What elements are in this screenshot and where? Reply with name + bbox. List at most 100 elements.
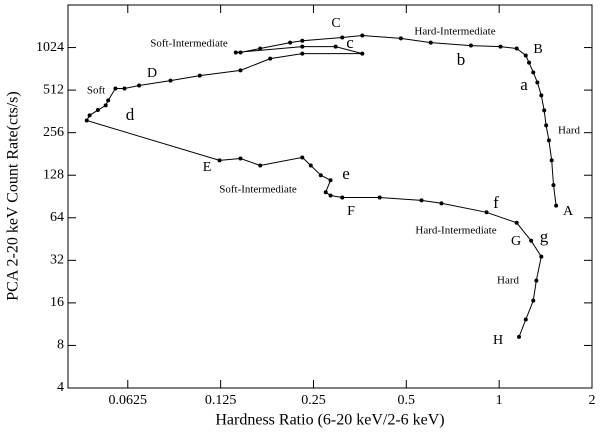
data-point [323, 190, 328, 195]
data-point [113, 86, 118, 91]
data-point [546, 138, 551, 143]
data-point [87, 113, 92, 118]
data-point [300, 155, 305, 160]
data-point [498, 44, 503, 49]
data-point [531, 70, 536, 75]
annotation: G [511, 234, 521, 249]
x-tick-label: 0.25 [301, 393, 326, 408]
x-tick-label: 0.0625 [109, 393, 148, 408]
x-tick-label: 1 [496, 393, 503, 408]
x-tick-label: 2 [589, 393, 596, 408]
annotation: a [520, 75, 528, 94]
annotation: Hard [558, 125, 580, 137]
data-point [523, 53, 528, 58]
data-point [514, 46, 519, 51]
annotation: d [126, 105, 135, 124]
annotation: f [493, 193, 499, 212]
annotation: Soft [87, 85, 105, 97]
annotation: Hard-Intermediate [415, 225, 496, 237]
data-point [95, 108, 100, 113]
annotation: Hard-Intermediate [414, 26, 495, 38]
data-point [539, 93, 544, 98]
annotation: A [563, 204, 574, 219]
x-axis-label: Hardness Ratio (6-20 keV/2-6 keV) [215, 412, 444, 429]
data-point [333, 44, 338, 49]
data-point [484, 210, 489, 215]
data-point [300, 51, 305, 56]
data-point [517, 334, 522, 339]
annotation: b [457, 50, 466, 69]
data-point [318, 173, 323, 178]
data-point [106, 98, 111, 103]
data-point [360, 51, 365, 56]
annotation: E [203, 160, 212, 175]
y-tick-label: 128 [43, 167, 64, 182]
data-point [258, 163, 263, 168]
data-point [300, 44, 305, 49]
data-point [268, 56, 273, 61]
data-point [398, 36, 403, 41]
data-point [197, 73, 202, 78]
y-tick-label: 8 [57, 338, 64, 353]
data-point [529, 238, 534, 243]
data-point [419, 198, 424, 203]
x-tick-label: 0.125 [205, 393, 237, 408]
data-point [554, 203, 559, 208]
data-point [514, 220, 519, 225]
data-point [300, 38, 305, 43]
data-point [527, 60, 532, 65]
annotation: C [331, 16, 340, 31]
data-point [340, 35, 345, 40]
data-point [542, 108, 547, 113]
data-point [439, 201, 444, 206]
data-point [535, 80, 540, 85]
data-point [377, 195, 382, 200]
data-point [238, 156, 243, 161]
data-point [233, 50, 238, 55]
annotation: Soft-Intermediate [150, 38, 228, 50]
annotation: B [533, 42, 542, 57]
data-point [360, 33, 365, 38]
y-tick-label: 4 [57, 380, 64, 395]
data-point [523, 317, 528, 322]
data-point [428, 40, 433, 45]
y-tick-label: 16 [50, 295, 64, 310]
y-axis-label: PCA 2-20 keV Count Rate(cts/s) [5, 91, 22, 300]
plot-frame [67, 4, 593, 389]
data-point [534, 278, 539, 283]
y-tick-label: 256 [43, 125, 64, 140]
annotation: Soft-Intermediate [219, 184, 297, 196]
y-tick-label: 64 [50, 210, 64, 225]
data-point [551, 183, 556, 188]
annotation: H [493, 333, 503, 348]
y-tick-label: 1024 [36, 40, 64, 55]
data-point [238, 50, 243, 55]
annotation: c [346, 33, 354, 52]
annotation: g [540, 227, 549, 246]
data-point [168, 78, 173, 83]
annotation: e [342, 164, 350, 183]
data-point [238, 68, 243, 73]
annotation: Hard [497, 275, 519, 287]
data-point [340, 195, 345, 200]
annotation: D [147, 66, 157, 81]
x-tick-label: 0.5 [398, 393, 416, 408]
data-point [328, 193, 333, 198]
data-point [328, 178, 333, 183]
y-tick-label: 512 [43, 82, 64, 97]
data-point [549, 158, 554, 163]
y-tick-label: 32 [50, 253, 64, 268]
annotation: F [347, 204, 355, 219]
data-point [122, 86, 127, 91]
data-point [544, 123, 549, 128]
data-point [539, 254, 544, 259]
data-point [84, 118, 89, 123]
data-point [103, 103, 108, 108]
track-line [85, 34, 557, 338]
data-point [308, 163, 313, 168]
data-point [137, 83, 142, 88]
data-point [258, 46, 263, 51]
data-point [468, 43, 473, 48]
data-point [288, 40, 293, 45]
